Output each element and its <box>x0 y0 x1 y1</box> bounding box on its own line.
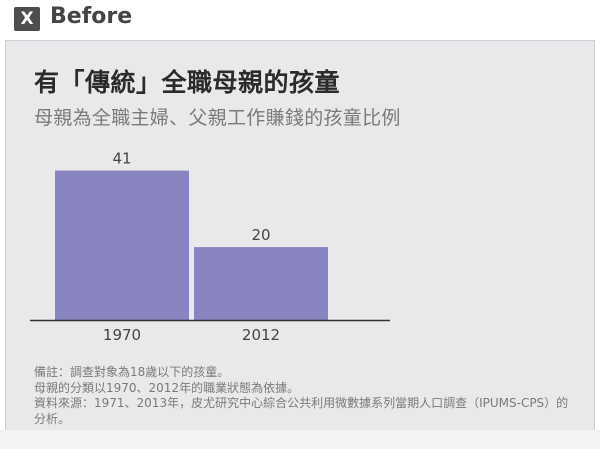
header: X Before <box>0 0 600 38</box>
note-line: 備註：調查對象為18歲以下的孩童。 <box>34 365 230 379</box>
x-badge: X <box>14 7 40 31</box>
bar-chart: 41 1970 20 2012 <box>30 150 390 344</box>
category-label: 1970 <box>103 326 141 344</box>
category-label: 2012 <box>242 326 280 344</box>
bar-1970 <box>55 170 189 320</box>
chart-subtitle: 母親為全職主婦、父親工作賺錢的孩童比例 <box>34 107 401 129</box>
header-label: Before <box>50 4 133 29</box>
value-label: 20 <box>251 226 270 244</box>
bottom-strip <box>0 430 600 449</box>
chart-card: 有「傳統」全職母親的孩童 母親為全職主婦、父親工作賺錢的孩童比例 41 1970 2… <box>5 40 595 432</box>
source-note: 資料來源：1971、2013年，皮尤研究中心綜合公共利用微數據系列當期人口調查（… <box>34 396 569 426</box>
bar-2012 <box>194 247 328 320</box>
note-line: 母親的分類以1970、2012年的職業狀態為依據。 <box>34 381 300 395</box>
value-label: 41 <box>112 150 131 168</box>
chart-title: 有「傳統」全職母親的孩童 <box>34 68 341 97</box>
